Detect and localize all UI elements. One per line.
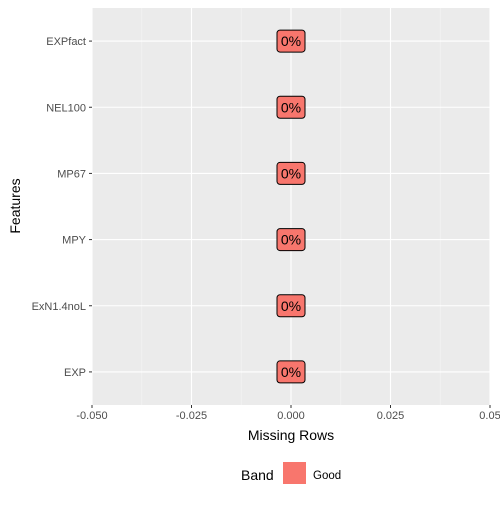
legend-label-good: Good [313, 470, 341, 482]
data-label-box [276, 29, 306, 53]
x-axis-title: Missing Rows [248, 427, 334, 443]
data-label-box [276, 294, 306, 318]
y-axis: EXPfact NEL100 MP67 MPY ExN1.4noL EXP [32, 36, 92, 379]
legend: Band Good [241, 462, 341, 484]
y-axis-title: Features [7, 178, 23, 233]
x-axis: -0.050 -0.025 0.000 0.025 0.05 [76, 405, 500, 422]
data-label: 0% [281, 165, 301, 181]
data-label: 0% [281, 99, 301, 115]
y-tick-label: MPY [62, 235, 87, 247]
data-label: 0% [281, 298, 301, 314]
data-label: 0% [281, 232, 301, 248]
data-label-box [276, 161, 306, 185]
x-tick-label: -0.050 [76, 410, 107, 422]
x-tick-label: 0.000 [277, 410, 305, 422]
legend-title: Band [241, 467, 274, 483]
y-tick-label: EXPfact [46, 36, 86, 48]
x-tick-label: -0.025 [176, 410, 207, 422]
x-tick-label: 0.05 [479, 410, 500, 422]
data-label-box [276, 95, 306, 119]
data-labels: 0% 0% 0% 0% 0% 0% [276, 29, 306, 384]
data-label: 0% [281, 364, 301, 380]
y-tick-label: EXP [64, 367, 86, 379]
data-label: 0% [281, 33, 301, 49]
y-tick-label: NEL100 [46, 102, 86, 114]
y-tick-label: MP67 [57, 168, 86, 180]
minor-gridlines [141, 8, 441, 405]
y-tick-label: ExN1.4noL [32, 301, 86, 313]
data-label-box [276, 360, 306, 384]
data-label-box [276, 228, 306, 252]
legend-key-good [283, 462, 306, 484]
x-tick-label: 0.025 [377, 410, 405, 422]
